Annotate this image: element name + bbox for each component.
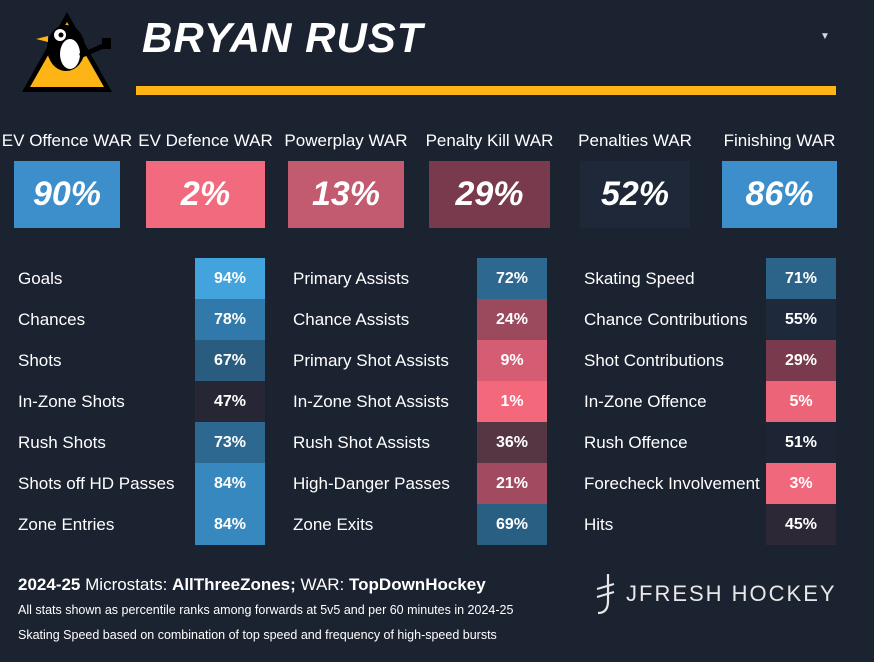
stat-label: Primary Assists — [293, 269, 410, 288]
stat-label: Chance Contributions — [584, 310, 748, 329]
stat-label: Goals — [18, 269, 63, 288]
stat-label: In-Zone Offence — [584, 392, 707, 411]
stat-label: Skating Speed — [584, 269, 695, 288]
war-label: Penalties WAR — [578, 131, 692, 150]
stat-label: Forecheck Involvement — [584, 474, 760, 493]
war-label: EV Defence WAR — [138, 131, 273, 150]
stat-percentile-cell: 24% — [477, 299, 547, 340]
war-label: Finishing WAR — [723, 131, 836, 150]
stat-label: Shots off HD Passes — [18, 474, 175, 493]
brand: JFRESH HOCKEY — [594, 570, 837, 618]
stat-label: Rush Shots — [18, 433, 106, 452]
war-value-box: 90% — [14, 161, 120, 228]
header-divider — [136, 86, 836, 95]
stat-label: Primary Shot Assists — [293, 351, 449, 370]
player-name: BRYAN RUST — [142, 14, 424, 61]
stat-label: In-Zone Shots — [18, 392, 125, 411]
footer-season: 2024-25 — [18, 575, 81, 594]
war-value-box: 52% — [580, 161, 690, 228]
stat-percentile-cell: 78% — [195, 299, 265, 340]
footer-title: 2024-25 Microstats: AllThreeZones; WAR: … — [18, 575, 486, 595]
stat-percentile-cell: 9% — [477, 340, 547, 381]
stat-percentile-cell: 72% — [477, 258, 547, 299]
stat-percentile-cell: 45% — [766, 504, 836, 545]
war-value-box: 13% — [288, 161, 404, 228]
stat-label: High-Danger Passes — [293, 474, 450, 493]
brand-name: JFRESH HOCKEY — [626, 581, 837, 606]
stat-label: Rush Shot Assists — [293, 433, 431, 452]
caret-down-icon[interactable]: ▼ — [820, 31, 830, 42]
stat-percentile-cell: 51% — [766, 422, 836, 463]
war-value-box: 29% — [429, 161, 550, 228]
stat-label: Zone Entries — [18, 515, 115, 534]
stat-label: Shot Contributions — [584, 351, 724, 370]
stat-percentile-cell: 1% — [477, 381, 547, 422]
stat-percentile-cell: 69% — [477, 504, 547, 545]
footer-microstats-source: AllThreeZones; — [172, 575, 296, 594]
stat-label: Zone Exits — [293, 515, 374, 534]
war-value-box: 86% — [722, 161, 837, 228]
war-label: Penalty Kill WAR — [425, 131, 554, 150]
stat-percentile-cell: 73% — [195, 422, 265, 463]
war-value-box: 2% — [146, 161, 265, 228]
stat-percentile-cell: 84% — [195, 463, 265, 504]
war-label: Powerplay WAR — [284, 131, 408, 150]
stat-percentile-cell: 55% — [766, 299, 836, 340]
stat-percentile-cell: 29% — [766, 340, 836, 381]
stat-label: Chance Assists — [293, 310, 410, 329]
stat-label: Chances — [18, 310, 86, 329]
stat-label: Shots — [18, 351, 62, 370]
stat-percentile-cell: 3% — [766, 463, 836, 504]
footer-note-skating: Skating Speed based on combination of to… — [18, 628, 497, 642]
penguins-logo-icon — [22, 12, 112, 92]
stat-percentile-cell: 5% — [766, 381, 836, 422]
stat-percentile-cell: 36% — [477, 422, 547, 463]
stat-label: Hits — [584, 515, 614, 534]
jfresh-logo-icon — [596, 574, 615, 615]
stat-percentile-cell: 21% — [477, 463, 547, 504]
footer-note-percentiles: All stats shown as percentile ranks amon… — [18, 603, 514, 617]
war-label: EV Offence WAR — [1, 131, 133, 150]
footer-microstats-label: Microstats: — [85, 575, 168, 594]
stat-label: In-Zone Shot Assists — [293, 392, 449, 411]
stat-percentile-cell: 71% — [766, 258, 836, 299]
footer-war-source: TopDownHockey — [349, 575, 486, 594]
stat-percentile-cell: 67% — [195, 340, 265, 381]
stat-percentile-cell: 84% — [195, 504, 265, 545]
stat-percentile-cell: 94% — [195, 258, 265, 299]
stat-percentile-cell: 47% — [195, 381, 265, 422]
stat-label: Rush Offence — [584, 433, 688, 452]
footer-war-label: WAR: — [300, 575, 345, 594]
